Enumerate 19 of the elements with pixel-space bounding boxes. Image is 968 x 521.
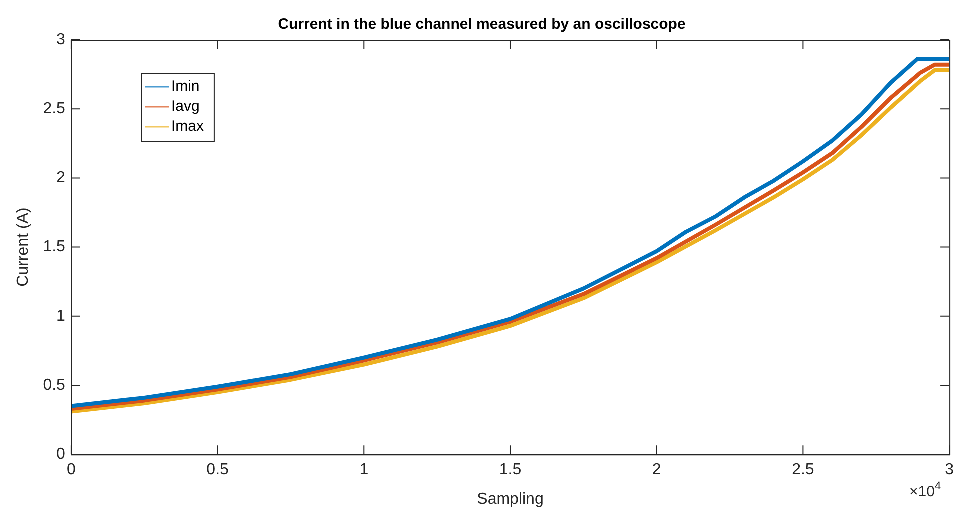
chart-title: Current in the blue channel measured by an oscilloscope [278, 16, 686, 34]
x-tick-label: 1.5 [499, 462, 522, 479]
legend-label: Imax [171, 118, 204, 136]
y-tick-label: 0 [56, 446, 66, 464]
y-tick-label: 2.5 [43, 100, 66, 118]
x-tick-label: 2 [652, 462, 662, 479]
x-tick-label: 2.5 [792, 462, 814, 479]
y-tick-label: 3 [56, 31, 66, 48]
x-tick-label: 1 [360, 462, 369, 479]
legend-label: Iavg [171, 98, 200, 116]
y-tick-label: 1.5 [43, 238, 66, 256]
y-tick-label: 1 [56, 308, 66, 325]
x-tick-label: 3 [945, 462, 954, 479]
y-tick-label: 2 [56, 170, 66, 187]
x-axis-title: Sampling [477, 490, 544, 508]
y-axis-title: Current (A) [15, 208, 32, 287]
y-tick-label: 0.5 [43, 376, 66, 394]
legend-label: Imin [171, 78, 200, 96]
x-tick-label: 0.5 [206, 462, 230, 479]
